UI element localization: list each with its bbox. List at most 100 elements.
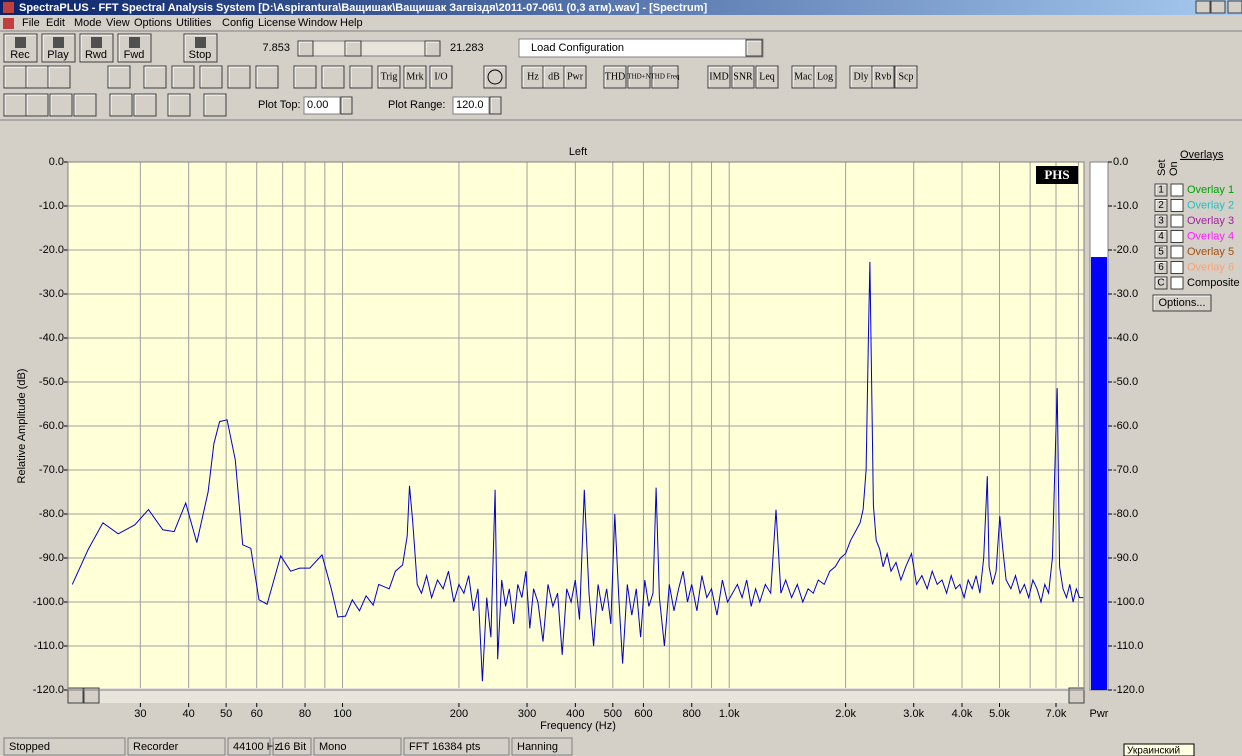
overlay-set-button[interactable] [1154, 183, 1168, 197]
menu-item[interactable]: Mode [74, 17, 102, 29]
config-text: Load Configuration [531, 42, 624, 54]
scroll-thumb[interactable] [83, 687, 100, 704]
button-bevel [756, 66, 777, 87]
button-bevel [708, 66, 729, 87]
maximize-button[interactable] [1210, 0, 1226, 14]
overlay-checkbox[interactable] [1170, 214, 1184, 228]
scroll-left[interactable] [67, 687, 84, 704]
tool-button[interactable] [171, 65, 195, 89]
menu-item[interactable]: View [106, 17, 130, 29]
app-icon [3, 2, 14, 13]
spinner[interactable] [489, 96, 502, 115]
tool-button[interactable] [627, 65, 651, 89]
y-tick-label: -10.0 [39, 200, 64, 212]
button-bevel [144, 66, 165, 87]
transport-label: Rec [10, 49, 30, 61]
tool-button[interactable] [25, 93, 49, 117]
scrollbar[interactable] [68, 688, 1084, 703]
tool-button[interactable] [73, 93, 97, 117]
slider-left[interactable] [297, 40, 314, 57]
slider-right[interactable] [424, 40, 441, 57]
overlay-set-button[interactable] [1154, 276, 1168, 290]
overlay-checkbox[interactable] [1170, 261, 1184, 274]
menu-item[interactable]: File [22, 17, 40, 29]
overlay-set-button[interactable] [1154, 199, 1168, 212]
tool-button[interactable] [894, 65, 918, 89]
tool-button-label: Pwr [567, 71, 584, 82]
tool-button[interactable] [143, 65, 167, 89]
overlay-checkbox[interactable] [1170, 199, 1184, 212]
tool-button[interactable] [603, 65, 627, 89]
overlay-checkbox[interactable] [1170, 183, 1184, 197]
button-bevel [792, 66, 813, 87]
tool-button[interactable] [47, 65, 71, 89]
plot-top-input[interactable] [303, 96, 341, 115]
tool-button[interactable] [731, 65, 755, 89]
menu-item[interactable]: License [258, 17, 296, 29]
tool-button[interactable] [25, 65, 49, 89]
menu-item[interactable]: Config [222, 17, 254, 29]
scroll-right[interactable] [1068, 687, 1085, 704]
tool-button[interactable] [755, 65, 779, 89]
tool-button[interactable] [199, 65, 223, 89]
tool-button[interactable] [707, 65, 731, 89]
tool-button[interactable] [107, 65, 131, 89]
button-bevel [322, 66, 343, 87]
tool-button[interactable] [203, 93, 227, 117]
position-slider[interactable] [297, 40, 441, 57]
status-panel [272, 737, 312, 756]
options-button[interactable] [1152, 294, 1212, 312]
tool-button[interactable] [813, 65, 837, 89]
transport-label: Fwd [124, 49, 145, 61]
tool-button[interactable] [349, 65, 373, 89]
meter-tick-label: -30.0 [1113, 288, 1138, 300]
tool-button[interactable] [377, 65, 401, 89]
tool-button[interactable] [871, 65, 895, 89]
tool-button[interactable] [3, 93, 27, 117]
overlay-set-button[interactable] [1154, 230, 1168, 243]
plot-range-input[interactable] [452, 96, 490, 115]
tool-button[interactable] [293, 65, 317, 89]
tool-button[interactable] [429, 65, 453, 89]
tool-button[interactable] [255, 65, 279, 89]
menu-item[interactable]: Utilities [176, 17, 212, 29]
tool-button-label: dB [548, 71, 560, 82]
tool-button[interactable] [227, 65, 251, 89]
tool-button-label: Trig [381, 71, 398, 82]
tool-button[interactable] [651, 65, 679, 89]
overlay-checkbox[interactable] [1170, 230, 1184, 243]
overlay-set-button[interactable] [1154, 245, 1168, 259]
menu-item[interactable]: Help [340, 17, 363, 29]
tool-button[interactable] [483, 65, 507, 89]
overlay-set-button[interactable] [1154, 214, 1168, 228]
x-tick-label: 30 [134, 708, 146, 720]
y-tick-label: -20.0 [39, 244, 64, 256]
tool-button[interactable] [133, 93, 157, 117]
x-tick-label: 40 [183, 708, 195, 720]
spinner[interactable] [340, 96, 353, 115]
menu-item[interactable]: Options [134, 17, 172, 29]
combo-arrow[interactable] [745, 39, 763, 57]
slider-thumb[interactable] [344, 40, 362, 57]
overlay-set-button[interactable] [1154, 261, 1168, 274]
tool-button[interactable] [49, 93, 73, 117]
button-bevel [350, 66, 371, 87]
tool-button[interactable] [403, 65, 427, 89]
tool-button[interactable] [3, 65, 27, 89]
config-combo[interactable] [518, 38, 764, 58]
tool-icon [487, 69, 503, 85]
menu-item[interactable]: Window [298, 17, 337, 29]
overlay-key: C [1157, 278, 1164, 289]
button-bevel [522, 66, 543, 87]
overlay-key: 3 [1158, 216, 1164, 227]
close-button[interactable] [1227, 0, 1242, 14]
minimize-button[interactable] [1195, 0, 1211, 14]
tool-button[interactable] [563, 65, 587, 89]
status-panel [511, 737, 573, 756]
menu-item[interactable]: Edit [46, 17, 65, 29]
tool-button[interactable] [321, 65, 345, 89]
overlay-checkbox[interactable] [1170, 276, 1184, 290]
tool-button[interactable] [109, 93, 133, 117]
tool-button[interactable] [167, 93, 191, 117]
overlay-checkbox[interactable] [1170, 245, 1184, 259]
